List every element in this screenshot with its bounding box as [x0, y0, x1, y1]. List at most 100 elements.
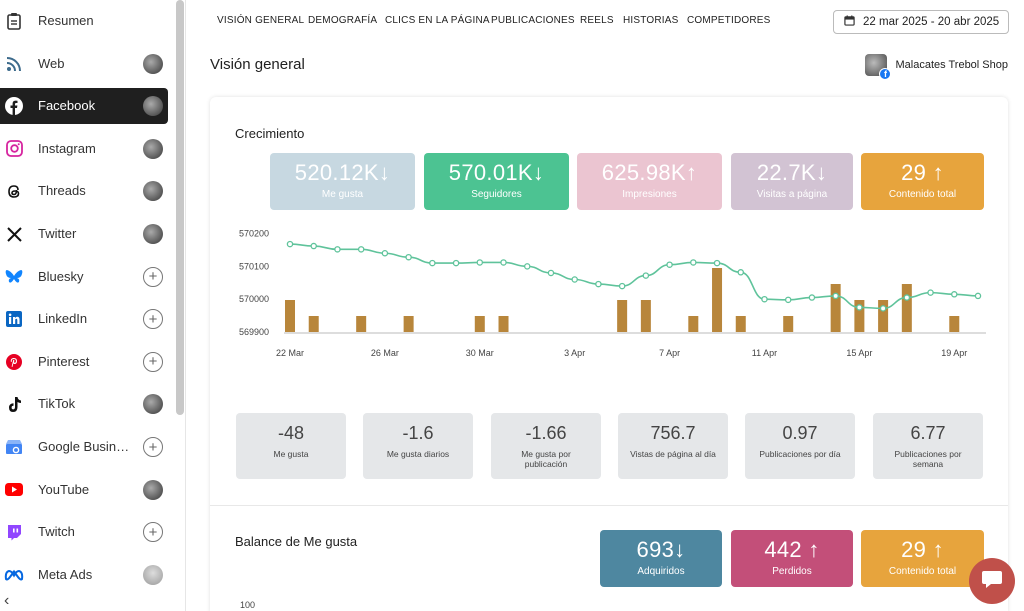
kpi-impresiones[interactable]: 625.98K↑ Impresiones	[577, 153, 722, 210]
stat-me-gusta: -48 Me gusta	[236, 413, 346, 479]
x-tick-label: 30 Mar	[466, 348, 494, 358]
followers-point	[405, 253, 412, 261]
tab-demografia[interactable]: DEMOGRAFÍA	[308, 15, 378, 26]
sidebar-item-tiktok[interactable]: TikTok	[0, 386, 168, 422]
sidebar-item-label: Bluesky	[38, 268, 84, 284]
kpi-me-gusta[interactable]: 520.12K↓ Me gusta	[270, 153, 415, 210]
followers-point	[690, 259, 697, 266]
stat-publicaciones-dia: 0.97 Publicaciones por día	[745, 413, 855, 479]
sidebar-item-resumen[interactable]: Resumen	[0, 3, 168, 39]
tab-publicaciones[interactable]: PUBLICACIONES	[491, 15, 575, 26]
sidebar-item-label: Resumen	[38, 13, 94, 28]
content-bar	[949, 316, 960, 332]
followers-point	[879, 305, 887, 312]
content-bar	[854, 300, 865, 332]
kpi-seguidores[interactable]: 570.01K↓ Seguidores	[424, 153, 569, 210]
connected-account-avatar[interactable]	[143, 181, 163, 202]
sidebar-item-instagram[interactable]: Instagram	[0, 131, 168, 167]
sidebar-item-pinterest[interactable]: Pinterest +	[0, 344, 168, 380]
arrow-up-icon: ↑	[932, 537, 944, 562]
followers-point	[334, 246, 341, 253]
rss-icon	[4, 54, 24, 74]
stat-me-gusta-por-publicacion: -1.66 Me gusta por publicación	[491, 413, 601, 479]
connected-account-avatar[interactable]	[143, 96, 163, 117]
followers-point	[452, 259, 460, 267]
tiktok-icon	[4, 394, 24, 414]
instagram-icon	[4, 139, 24, 159]
content-bar	[356, 316, 367, 332]
connected-account-avatar[interactable]	[143, 224, 163, 244]
facebook-icon	[4, 96, 24, 116]
tab-competidores[interactable]: COMPETIDORES	[687, 15, 771, 26]
sidebar-item-label: Pinterest	[38, 353, 90, 369]
arrow-down-icon: ↓	[532, 160, 545, 185]
sidebar-item-web[interactable]: Web	[0, 46, 168, 82]
kpi-perdidos[interactable]: 442 ↑ Perdidos	[731, 530, 853, 587]
add-account-icon[interactable]: +	[143, 437, 163, 457]
followers-point	[927, 289, 934, 296]
add-account-icon[interactable]: +	[143, 522, 163, 543]
y-tick-label: 569900	[239, 327, 269, 337]
followers-point	[856, 304, 863, 311]
sidebar-item-label: Twitch	[38, 524, 75, 540]
sidebar-item-bluesky[interactable]: Bluesky +	[0, 259, 168, 295]
stat-publicaciones-semana: 6.77 Publicaciones por semana	[873, 413, 983, 479]
sidebar-item-twitter[interactable]: Twitter	[0, 216, 168, 252]
kpi-adquiridos[interactable]: 693↓ Adquiridos	[600, 530, 722, 587]
account-selector[interactable]: f Malacates Trebol Shop	[865, 54, 1008, 80]
sidebar-item-label: YouTube	[38, 481, 90, 497]
sidebar-item-label: Google Business	[38, 439, 130, 454]
connected-account-avatar[interactable]	[143, 479, 163, 500]
content-bar	[617, 300, 628, 332]
y-tick-label: 570100	[239, 261, 269, 271]
date-range-picker[interactable]: 22 mar 2025 - 20 abr 2025	[833, 10, 1009, 34]
x-tick-label: 11 Apr	[752, 348, 777, 358]
content-bar	[308, 316, 319, 332]
kpi-visitas-pagina[interactable]: 22.7K↓ Visitas a página	[731, 153, 853, 210]
tab-reels[interactable]: REELS	[580, 15, 614, 26]
sidebar-scrollbar[interactable]	[176, 0, 184, 415]
followers-point	[951, 291, 958, 298]
linkedin-icon	[4, 309, 24, 329]
sidebar-item-linkedin[interactable]: LinkedIn +	[0, 301, 168, 337]
sidebar-item-threads[interactable]: Threads	[0, 173, 168, 209]
chat-button[interactable]	[969, 558, 1015, 604]
connected-account-avatar[interactable]	[143, 394, 163, 415]
sidebar-item-google-business[interactable]: Google Business +	[0, 429, 168, 465]
sidebar-item-facebook[interactable]: Facebook	[0, 88, 168, 125]
sidebar-item-twitch[interactable]: Twitch +	[0, 514, 168, 550]
tab-vision-general[interactable]: VISIÓN GENERAL	[217, 15, 305, 26]
sidebar-item-youtube[interactable]: YouTube	[0, 472, 168, 508]
stat-me-gusta-diarios: -1.6 Me gusta diarios	[363, 413, 473, 479]
connected-account-avatar[interactable]	[143, 138, 163, 159]
content-bar	[474, 316, 485, 332]
clipboard-icon	[4, 11, 24, 31]
content-bar	[498, 316, 509, 332]
followers-point	[310, 242, 317, 250]
meta-icon	[4, 565, 24, 585]
arrow-down-icon: ↓	[378, 160, 391, 185]
add-account-icon[interactable]: +	[143, 309, 163, 330]
x-icon	[4, 224, 24, 244]
sidebar-item-label: Twitter	[38, 226, 77, 241]
followers-point	[903, 294, 911, 301]
connected-account-avatar[interactable]	[143, 564, 163, 585]
kpi-contenido-total[interactable]: 29 ↑ Contenido total	[861, 153, 984, 210]
sidebar-item-label: Threads	[38, 183, 86, 199]
followers-point	[595, 280, 602, 288]
tab-historias[interactable]: HISTORIAS	[623, 15, 679, 26]
tab-clics-pagina[interactable]: CLICS EN LA PÁGINA	[385, 15, 490, 26]
connected-account-avatar[interactable]	[143, 53, 163, 74]
kpi-balance-contenido-total[interactable]: 29 ↑ Contenido total	[861, 530, 984, 587]
followers-point	[713, 259, 721, 267]
sidebar-item-meta-ads[interactable]: Meta Ads	[0, 557, 168, 593]
arrow-down-icon: ↓	[674, 537, 686, 562]
x-tick-label: 15 Apr	[846, 348, 872, 358]
add-account-icon[interactable]: +	[143, 266, 163, 287]
add-account-icon[interactable]: +	[143, 351, 163, 372]
content-bar	[901, 284, 912, 332]
collapse-sidebar-icon[interactable]: ‹	[4, 592, 10, 609]
followers-point	[666, 261, 673, 268]
followers-point	[974, 292, 982, 300]
